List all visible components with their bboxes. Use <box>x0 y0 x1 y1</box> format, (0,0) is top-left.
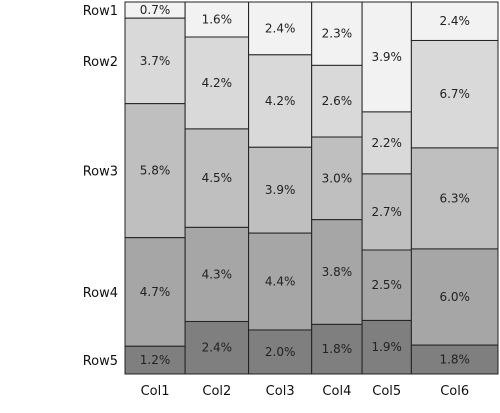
cell-row2-col6 <box>410 39 499 149</box>
cell-row2-col4 <box>311 64 363 138</box>
cell-row3-col3 <box>248 146 313 234</box>
column-label: Col5 <box>372 384 401 399</box>
cell-value-label: 2.4% <box>202 341 233 355</box>
cell-value-label: 3.7% <box>140 54 171 68</box>
cell-row4-col5 <box>361 249 412 321</box>
column-label: Col2 <box>202 384 231 399</box>
cell-value-label: 3.8% <box>322 265 353 279</box>
cell-value-label: 5.8% <box>140 164 171 178</box>
cell-value-label: 2.3% <box>322 27 353 41</box>
cell-value-label: 2.4% <box>265 21 296 35</box>
cell-row3-col6 <box>410 147 499 250</box>
cell-value-label: 2.6% <box>322 94 353 108</box>
column-labels: Col1 Col2 Col3 Col4 Col5 Col6 <box>141 384 470 399</box>
cell-value-label: 6.7% <box>439 87 470 101</box>
cell-row5-col1 <box>124 345 186 375</box>
cell-value-label: 3.9% <box>371 50 402 64</box>
cell-value-label: 4.2% <box>202 76 233 90</box>
cell-row2-col1 <box>124 17 186 105</box>
row-label: Row1 <box>83 4 118 19</box>
cell-row4-col6 <box>410 248 499 346</box>
cell-row3-col2 <box>184 128 250 228</box>
cell-row4-col1 <box>124 237 186 347</box>
cell-value-label: 4.3% <box>202 267 233 281</box>
cell-row5-col2 <box>184 320 250 375</box>
cell-row2-col5 <box>361 111 412 175</box>
column-label: Col4 <box>322 384 351 399</box>
cell-row5-col6 <box>410 344 499 375</box>
cell-row5-col4 <box>311 323 363 375</box>
cell-value-label: 2.7% <box>371 205 402 219</box>
cell-value-label: 4.7% <box>140 285 171 299</box>
cell-value-label: 1.8% <box>439 353 470 367</box>
row-label: Row5 <box>83 354 118 369</box>
cell-value-label: 1.8% <box>322 342 353 356</box>
mosaic-cells: 0.7% 3.7% 5.8% 4.7% 1.2% 1.6% 4.2% 4.5% 4.3% 2.4%… <box>124 1 499 375</box>
cell-row1-col6 <box>410 1 499 41</box>
cell-row1-col5 <box>361 1 412 113</box>
cell-row3-col1 <box>124 103 186 239</box>
cell-value-label: 4.4% <box>265 275 296 289</box>
cell-value-label: 1.9% <box>371 340 402 354</box>
cell-value-label: 1.6% <box>202 13 233 27</box>
cell-value-label: 2.4% <box>439 14 470 28</box>
cell-value-label: 1.2% <box>140 353 171 367</box>
cell-value-label: 3.0% <box>322 171 353 185</box>
cell-row5-col3 <box>248 329 313 375</box>
cell-row4-col2 <box>184 226 250 322</box>
cell-row4-col3 <box>248 232 313 331</box>
cell-value-label: 2.0% <box>265 345 296 359</box>
cell-value-label: 6.0% <box>439 290 470 304</box>
cell-value-label: 6.3% <box>439 191 470 205</box>
cell-row5-col5 <box>361 319 412 375</box>
cell-row4-col4 <box>311 219 363 325</box>
column-label: Col1 <box>141 384 170 399</box>
cell-row1-col4 <box>311 1 363 66</box>
column-label: Col6 <box>440 384 469 399</box>
column-label: Col3 <box>266 384 295 399</box>
cell-value-label: 2.2% <box>371 136 402 150</box>
cell-value-label: 4.2% <box>265 94 296 108</box>
cell-value-label: 2.5% <box>371 278 402 292</box>
cell-value-label: 4.5% <box>202 171 233 185</box>
row-label: Row3 <box>83 165 118 180</box>
cell-row3-col5 <box>361 173 412 251</box>
row-label: Row2 <box>83 55 118 70</box>
cell-value-label: 0.7% <box>140 3 171 17</box>
cell-row1-col3 <box>248 1 313 56</box>
cell-row3-col4 <box>311 136 363 221</box>
row-label: Row4 <box>83 286 118 301</box>
row-labels: Row1 Row2 Row3 Row4 Row5 <box>83 4 118 369</box>
cell-value-label: 3.9% <box>265 183 296 197</box>
